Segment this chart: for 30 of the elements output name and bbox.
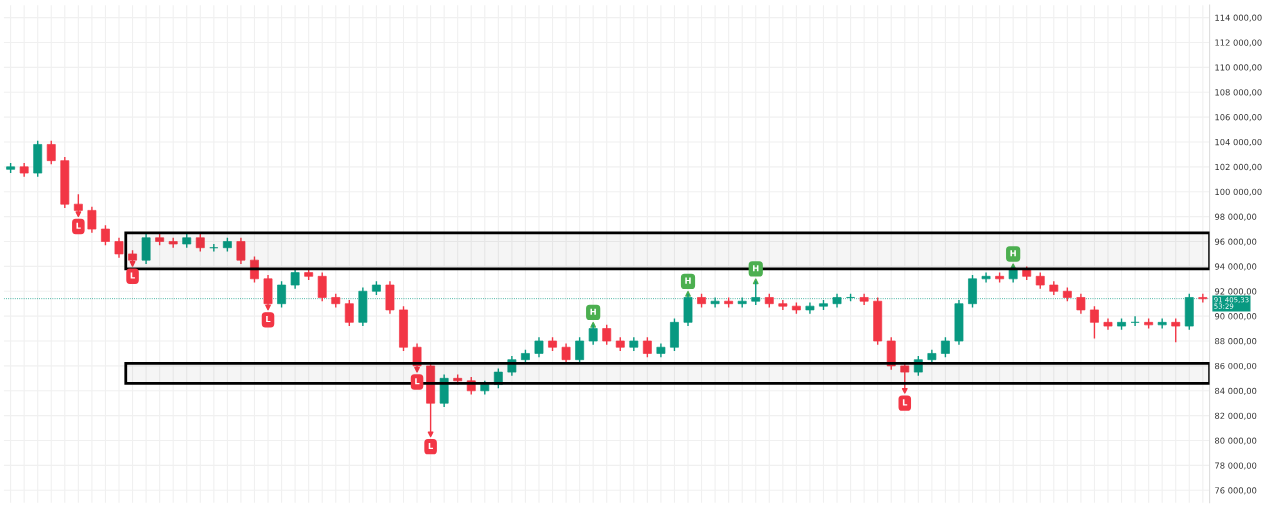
y-tick-label: 90 000,00 — [1214, 313, 1257, 321]
text: L — [428, 442, 434, 449]
y-tick-label: 114 000,00 — [1215, 14, 1262, 22]
y-tick-label: 102 000,00 — [1215, 163, 1262, 171]
y-tick-label: 106 000,00 — [1215, 114, 1262, 122]
text: L — [266, 316, 271, 323]
y-tick-label: 104 000,00 — [1215, 138, 1262, 147]
text: H — [685, 277, 691, 284]
y-tick-label: 110 000,00 — [1215, 64, 1262, 72]
y-tick-label: 82 000,00 — [1215, 412, 1257, 420]
series-label: H — [590, 308, 596, 315]
y-tick-label: 80 000,00 — [1215, 437, 1257, 445]
y-tick-label: 78 000,00 — [1215, 462, 1257, 470]
y-tick-label: 108 000,00 — [1215, 89, 1262, 97]
y-tick-label: 84 000,00 — [1215, 387, 1257, 395]
y-tick-label: 94 000,00 — [1214, 263, 1257, 271]
text: L — [902, 399, 908, 406]
text: L — [76, 222, 81, 229]
y-tick-label: 92 000,00 — [1214, 288, 1257, 296]
y-tick-label: 86 000,00 — [1215, 362, 1257, 371]
y-tick-label: 76 000,00 — [1215, 487, 1257, 495]
y-tick-label: 88 000,00 — [1215, 338, 1257, 346]
text: L — [130, 272, 135, 279]
series-label: L — [415, 378, 420, 385]
text: H — [1010, 250, 1016, 257]
text: H — [753, 265, 759, 272]
y-tick-label: 96 000,00 — [1214, 238, 1257, 246]
y-tick-label: 98 000,00 — [1214, 213, 1257, 221]
y-tick-label: 100 000,00 — [1215, 188, 1262, 196]
y-tick-label: 112 000,00 — [1215, 39, 1262, 47]
